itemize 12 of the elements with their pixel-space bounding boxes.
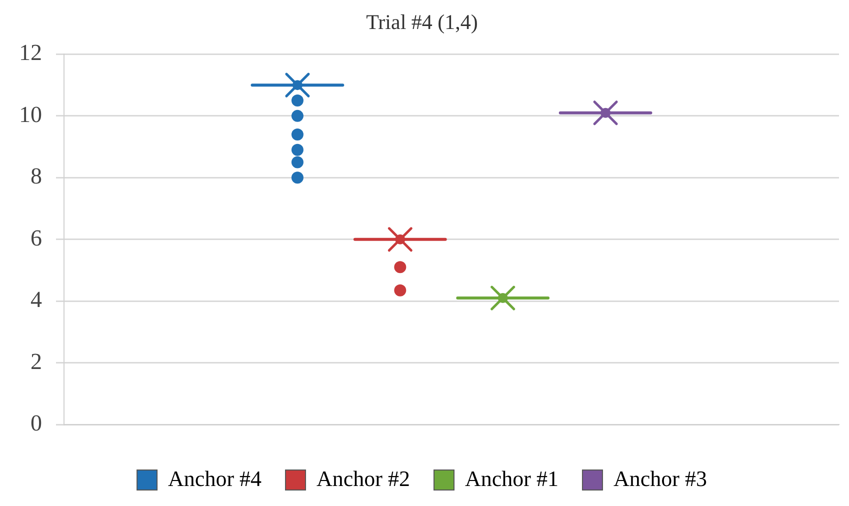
y-tick-label: 6 [30,225,42,250]
y-tick-label: 8 [30,164,42,189]
legend-label: Anchor #1 [465,466,558,491]
y-tick-label: 2 [30,348,42,374]
legend-label: Anchor #3 [613,466,707,491]
y-tick-label: 12 [19,40,42,66]
legend-label: Anchor #4 [168,466,262,491]
y-tick-label: 0 [30,410,42,436]
chart-title: Trial #4 (1,4) [366,10,478,34]
y-tick-label: 10 [19,102,42,127]
y-tick-label: 4 [30,287,42,312]
legend-label: Anchor #2 [316,466,410,491]
